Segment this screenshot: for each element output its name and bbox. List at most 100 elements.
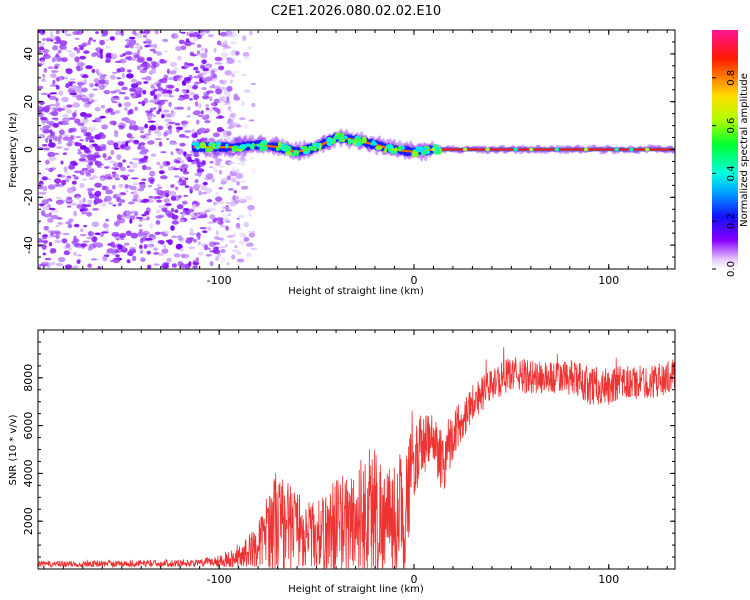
noise-blob: [50, 70, 59, 73]
noise-blob: [123, 96, 130, 100]
noise-blob: [159, 240, 165, 245]
noise-blob: [55, 225, 60, 228]
track-blob: [191, 141, 200, 146]
noise-blob: [247, 46, 252, 50]
noise-blob: [80, 228, 84, 233]
noise-blob: [47, 218, 54, 223]
noise-blob: [147, 240, 155, 243]
noise-blob: [76, 49, 80, 54]
noise-blob: [211, 103, 216, 106]
track-blob: [285, 151, 293, 156]
noise-blob: [180, 120, 187, 126]
noise-blob: [107, 107, 113, 113]
noise-blob: [73, 235, 77, 241]
noise-blob: [236, 251, 242, 255]
noise-blob: [185, 135, 190, 139]
noise-blob: [175, 75, 180, 79]
noise-blob: [170, 235, 179, 238]
noise-blob: [207, 34, 214, 38]
track-blob: [355, 137, 361, 142]
noise-blob: [121, 117, 128, 122]
noise-blob: [105, 38, 110, 42]
noise-blob: [208, 137, 213, 141]
noise-blob: [139, 237, 144, 244]
noise-blob: [38, 191, 47, 195]
noise-blob: [147, 44, 154, 48]
noise-blob: [52, 45, 58, 51]
noise-blob: [134, 46, 141, 49]
noise-blob: [57, 222, 63, 225]
noise-blob: [64, 177, 72, 181]
noise-blob: [154, 138, 162, 141]
noise-blob: [229, 113, 237, 118]
noise-blob: [206, 90, 214, 94]
noise-blob: [169, 190, 177, 197]
noise-blob: [138, 101, 142, 105]
noise-blob: [248, 232, 256, 238]
noise-blob: [136, 90, 142, 97]
noise-blob: [81, 118, 89, 124]
noise-blob: [244, 123, 249, 129]
noise-blob: [157, 125, 164, 131]
noise-blob: [49, 138, 53, 144]
noise-blob: [129, 218, 133, 224]
noise-blob: [206, 247, 211, 250]
track-blob: [283, 145, 292, 152]
noise-blob: [247, 134, 254, 138]
noise-blob: [129, 39, 137, 45]
noise-blob: [150, 107, 156, 111]
noise-blob: [165, 123, 171, 127]
noise-blob: [143, 81, 149, 84]
noise-blob: [181, 254, 190, 259]
noise-blob: [194, 212, 203, 215]
noise-blob: [94, 182, 102, 188]
noise-blob: [241, 100, 246, 107]
noise-blob: [92, 208, 99, 211]
noise-blob: [95, 242, 104, 248]
noise-blob: [73, 176, 79, 180]
noise-blob: [87, 246, 93, 251]
noise-blob: [38, 105, 43, 110]
track-node: [583, 147, 589, 152]
snr-x-label: Height of straight line (km): [288, 584, 424, 595]
noise-blob: [244, 195, 253, 201]
noise-blob: [189, 91, 195, 96]
track-node: [485, 147, 490, 152]
snr-y-axis: 2000 4000 6000 8000: [22, 341, 675, 558]
noise-blob: [133, 189, 138, 196]
noise-blob: [56, 56, 62, 62]
noise-blob: [144, 30, 151, 35]
noise-blob: [204, 209, 211, 213]
colorbar-tick-label: 0.0: [726, 261, 737, 277]
noise-blob: [166, 138, 170, 141]
noise-blob: [177, 55, 182, 61]
noise-blob: [51, 107, 59, 111]
noise-blob: [194, 101, 199, 107]
noise-blob: [143, 97, 149, 104]
noise-blob: [112, 204, 117, 207]
noise-blob: [175, 148, 180, 152]
track-blob: [337, 132, 345, 137]
noise-blob: [213, 249, 221, 255]
spectrogram-y-label: Frequency (Hz): [8, 112, 19, 188]
noise-blob: [200, 185, 207, 191]
noise-blob: [175, 160, 181, 164]
noise-blob: [38, 51, 44, 54]
noise-blob: [54, 178, 62, 184]
noise-blob: [181, 159, 185, 164]
noise-blob: [77, 148, 82, 152]
noise-blob: [66, 108, 72, 115]
noise-blob: [38, 63, 43, 66]
noise-blob: [227, 213, 231, 216]
noise-blob: [231, 249, 239, 253]
noise-blob: [209, 153, 215, 158]
noise-blob: [199, 226, 207, 230]
noise-blob: [111, 233, 120, 237]
noise-blob: [76, 65, 81, 72]
noise-blob: [249, 30, 253, 36]
noise-blob: [137, 231, 144, 237]
noise-blob: [196, 232, 201, 238]
noise-blob: [221, 131, 226, 134]
noise-blob: [133, 243, 137, 246]
noise-blob: [70, 135, 74, 141]
